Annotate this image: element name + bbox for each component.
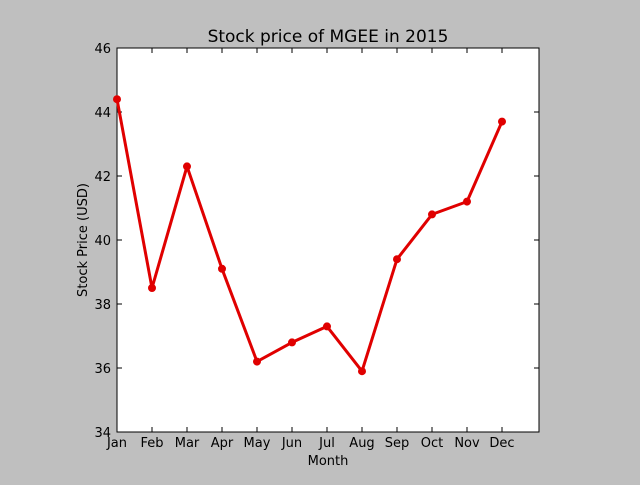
x-tick-label: Jan xyxy=(106,436,127,451)
x-axis-label: Month xyxy=(308,454,349,469)
data-point xyxy=(253,357,261,366)
data-point xyxy=(323,322,331,331)
y-tick-label: 34 xyxy=(94,426,111,441)
data-point xyxy=(218,264,226,273)
y-tick-label: 36 xyxy=(94,362,111,377)
data-point xyxy=(498,117,506,126)
data-point xyxy=(463,197,471,206)
x-tick-label: Aug xyxy=(349,436,374,451)
y-axis: 34 36 38 40 42 44 46 xyxy=(94,42,539,441)
data-point xyxy=(288,338,296,347)
x-tick-label: Jun xyxy=(281,436,302,451)
series-layer xyxy=(113,95,506,376)
data-point xyxy=(428,210,436,219)
series-line xyxy=(115,97,504,373)
y-tick-label: 40 xyxy=(94,234,111,249)
plot-area xyxy=(116,47,540,433)
data-point xyxy=(113,95,121,104)
y-axis-label: Stock Price (USD) xyxy=(76,183,91,297)
data-point xyxy=(148,284,156,292)
y-tick-label: 38 xyxy=(94,298,111,313)
data-point xyxy=(393,255,401,264)
y-tick-label: 44 xyxy=(94,106,111,121)
x-tick-label: Dec xyxy=(489,436,514,451)
x-tick-label: Apr xyxy=(211,436,234,451)
x-tick-label: Nov xyxy=(454,436,480,451)
x-tick-label: Oct xyxy=(421,436,443,451)
x-tick-label: Jul xyxy=(318,436,335,451)
chart-title: Stock price of MGEE in 2015 xyxy=(208,27,449,47)
y-tick-label: 42 xyxy=(94,170,111,185)
y-tick-label: 46 xyxy=(94,42,111,57)
data-point xyxy=(183,162,191,171)
x-tick-label: May xyxy=(244,436,271,451)
x-tick-label: Sep xyxy=(385,436,410,451)
x-tick-label: Feb xyxy=(140,436,163,451)
x-tick-label: Mar xyxy=(175,436,200,451)
x-axis: Jan Feb Mar Apr May Jun Jul Aug Sep Oct Nov Dec xyxy=(106,48,515,451)
data-point xyxy=(358,367,366,376)
